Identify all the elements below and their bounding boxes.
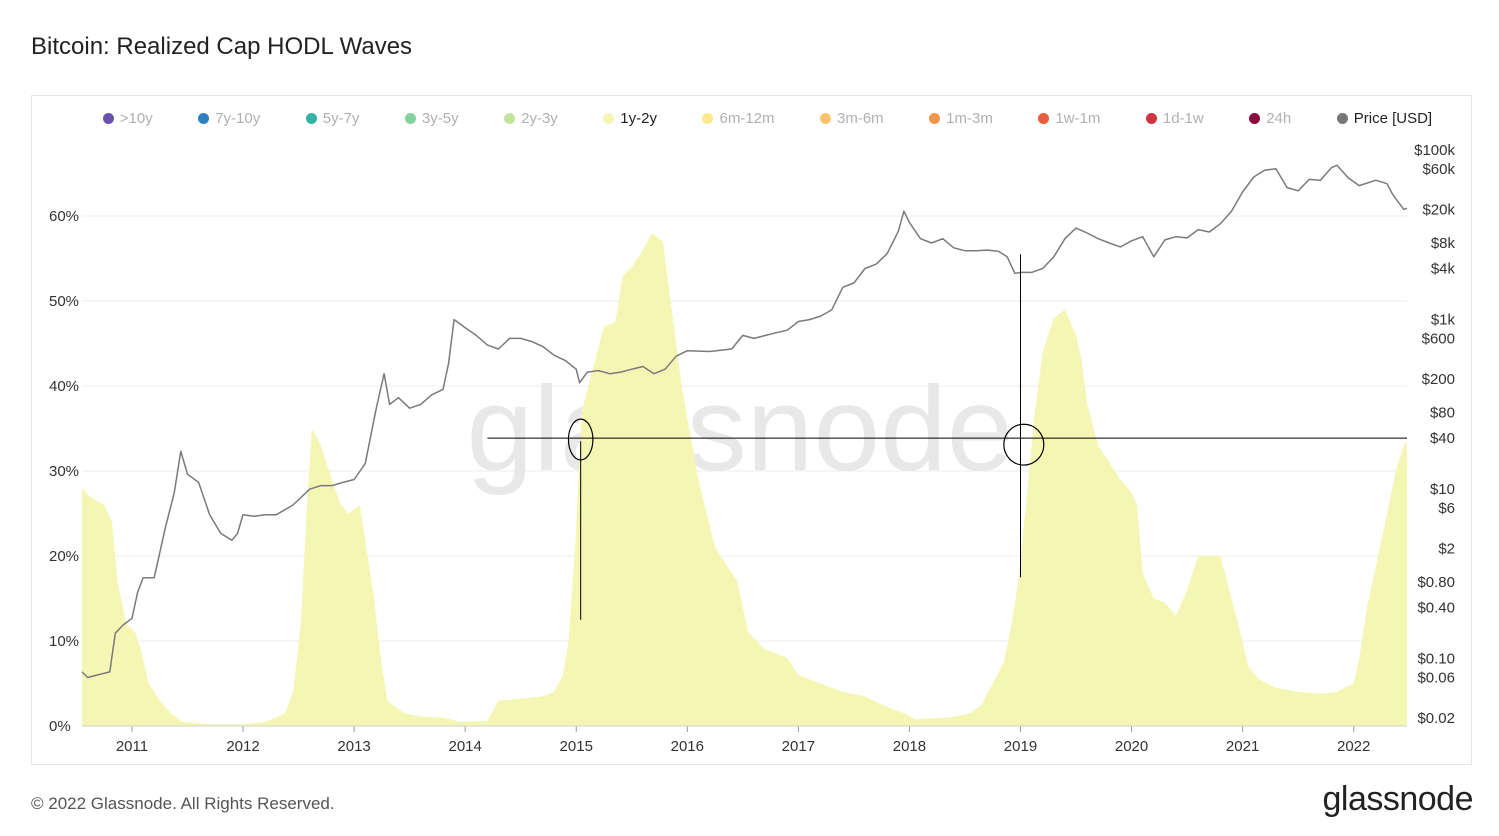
x-tick-label: 2011 xyxy=(116,738,148,755)
legend-dot-icon xyxy=(929,112,941,124)
legend: >10y 7y-10y 5y-7y 3y-5y 2y-3y 1y-2y 6m-12m 3m-6… xyxy=(80,101,1455,135)
y-right-tick-label: $40 xyxy=(1430,430,1455,447)
legend-dot-icon xyxy=(305,112,317,124)
legend-item[interactable]: 3y-5y xyxy=(404,109,459,127)
y-right-tick-label: $0.40 xyxy=(1417,600,1455,617)
series-line-price xyxy=(81,164,1408,679)
legend-dot-icon xyxy=(603,112,615,124)
legend-item[interactable]: 1m-3m xyxy=(929,110,993,127)
legend-dot-icon xyxy=(1336,112,1348,124)
y-right-tick-label: $60k xyxy=(1422,161,1455,178)
chart-frame xyxy=(31,95,1472,765)
y-right-tick-label: $0.02 xyxy=(1417,710,1455,727)
copyright-footer: © 2022 Glassnode. All Rights Reserved. xyxy=(31,794,335,813)
legend-label: Price [USD] xyxy=(1353,109,1433,127)
x-tick-label: 2015 xyxy=(560,738,593,755)
x-tick-label: 2016 xyxy=(671,738,704,755)
legend-label: 1w-1m xyxy=(1055,109,1101,127)
legend-label: 5y-7y xyxy=(322,109,360,127)
y-left-tick-label: 30% xyxy=(49,463,79,480)
legend-label: 1m-3m xyxy=(946,109,993,127)
y-right-tick-label: $4k xyxy=(1431,261,1456,278)
y-left-tick-label: 0% xyxy=(49,718,71,735)
legend-label: 24h xyxy=(1266,109,1292,127)
y-right-tick-label: $200 xyxy=(1422,371,1455,388)
x-tick-label: 2013 xyxy=(337,738,370,755)
legend-item[interactable]: 3m-6m xyxy=(820,110,884,127)
y-right-tick-label: $8k xyxy=(1431,235,1456,252)
series-area-1y-2y xyxy=(82,233,1407,726)
y-left-tick-label: 50% xyxy=(49,293,79,310)
legend-label: 6m-12m xyxy=(719,109,775,127)
x-tick-label: 2012 xyxy=(226,738,259,755)
legend-item[interactable]: >10y xyxy=(102,109,153,127)
y-right-tick-label: $0.06 xyxy=(1417,670,1455,687)
legend-dot-icon xyxy=(702,112,714,124)
annotation-ellipse xyxy=(567,418,594,461)
legend-dot-icon xyxy=(1249,112,1261,124)
legend-dot-icon xyxy=(198,112,210,124)
y-right-tick-label: $2 xyxy=(1438,540,1455,557)
y-right-tick-label: $600 xyxy=(1422,330,1455,347)
y-right-tick-label: $100k xyxy=(1414,142,1455,159)
y-right-tick-label: $0.80 xyxy=(1417,574,1455,591)
y-right-tick-label: $10 xyxy=(1430,481,1455,498)
legend-label: 3m-6m xyxy=(837,109,884,127)
legend-label: 2y-3y xyxy=(521,109,558,127)
x-tick-label: 2017 xyxy=(782,738,815,755)
x-tick-label: 2020 xyxy=(1115,738,1148,755)
legend-item[interactable]: 2y-3y xyxy=(504,110,558,127)
legend-label: 3y-5y xyxy=(421,109,459,127)
y-left-tick-label: 10% xyxy=(49,633,79,650)
annotation-ellipse xyxy=(1003,423,1045,466)
y-right-tick-label: $0.10 xyxy=(1417,651,1455,668)
watermark: glassnode xyxy=(466,362,1013,496)
y-right-tick-label: $80 xyxy=(1430,405,1455,422)
y-right-tick-label: $20k xyxy=(1422,201,1455,218)
legend-label: 7y-10y xyxy=(215,109,261,127)
legend-item[interactable]: 5y-7y xyxy=(305,109,360,127)
page-title: Bitcoin: Realized Cap HODL Waves xyxy=(31,33,413,60)
x-tick-label: 2019 xyxy=(1004,738,1037,755)
legend-dot-icon xyxy=(820,112,831,124)
x-tick-label: 2021 xyxy=(1226,738,1259,755)
brand-logo: glassnode xyxy=(1322,780,1473,818)
y-left-tick-label: 20% xyxy=(49,548,79,565)
legend-item[interactable]: 1d-1w xyxy=(1145,109,1204,127)
legend-dot-icon xyxy=(404,112,416,124)
y-left-tick-label: 40% xyxy=(49,378,79,395)
legend-label: >10y xyxy=(119,109,153,127)
x-tick-label: 2014 xyxy=(448,738,481,755)
x-tick-label: 2022 xyxy=(1337,738,1370,755)
legend-dot-icon xyxy=(102,112,114,124)
y-left-tick-label: 60% xyxy=(49,208,79,225)
legend-dot-icon xyxy=(504,112,516,124)
legend-item[interactable]: 6m-12m xyxy=(702,109,775,127)
legend-item[interactable]: Price [USD] xyxy=(1336,109,1433,127)
legend-item[interactable]: 24h xyxy=(1249,110,1291,127)
x-tick-label: 2018 xyxy=(893,738,926,755)
y-right-tick-label: $1k xyxy=(1431,312,1456,329)
legend-label: 1y-2y xyxy=(620,109,657,127)
legend-label: 1d-1w xyxy=(1162,109,1204,127)
legend-item[interactable]: 7y-10y xyxy=(198,110,260,127)
y-right-tick-label: $6 xyxy=(1438,500,1455,517)
legend-item[interactable]: 1y-2y xyxy=(603,110,657,127)
legend-dot-icon xyxy=(1145,112,1157,124)
legend-dot-icon xyxy=(1038,112,1050,124)
legend-item[interactable]: 1w-1m xyxy=(1038,110,1100,127)
